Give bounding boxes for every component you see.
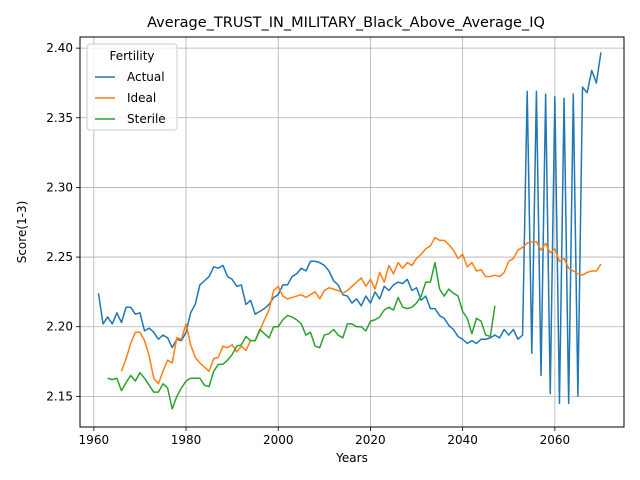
- grid: [80, 37, 624, 427]
- x-axis-label: Years: [335, 451, 368, 465]
- y-tick-label: 2.30: [46, 180, 73, 194]
- legend: Fertility Actual Ideal Sterile: [86, 43, 178, 131]
- legend-label-sterile: Sterile: [127, 112, 166, 126]
- plot-frame: [79, 36, 625, 428]
- x-tick-label: 2000: [263, 433, 294, 447]
- y-tick-label: 2.35: [46, 111, 73, 125]
- legend-box: [86, 43, 178, 131]
- legend-label-actual: Actual: [127, 70, 165, 84]
- y-tick-label: 2.20: [46, 320, 73, 334]
- legend-title: Fertility: [109, 49, 154, 63]
- y-tick-label: 2.40: [46, 41, 73, 55]
- x-tick-label: 2040: [447, 433, 478, 447]
- chart-title: Average_TRUST_IN_MILITARY_Black_Above_Av…: [147, 15, 545, 31]
- series-lines: [97, 52, 602, 410]
- legend-label-ideal: Ideal: [127, 91, 156, 105]
- y-tick-label: 2.25: [46, 250, 73, 264]
- x-tick-label: 1960: [79, 433, 110, 447]
- x-tick-label: 2020: [355, 433, 386, 447]
- y-tick-label: 2.15: [46, 389, 73, 403]
- x-tick-label: 2060: [540, 433, 571, 447]
- axes: 1960 1980 2000 2020 2040 2060 2.15 2.20 2.25 2.30…: [46, 41, 570, 447]
- y-axis-label: Score(1-3): [15, 201, 29, 264]
- series-line-sterile: [107, 261, 496, 410]
- series-line-ideal: [120, 236, 602, 385]
- x-tick-label: 1980: [171, 433, 202, 447]
